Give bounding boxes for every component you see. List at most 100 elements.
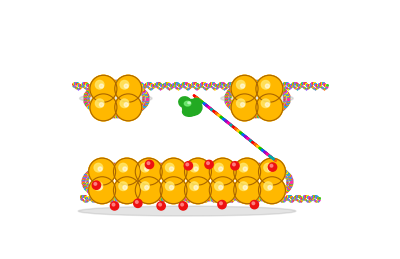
Circle shape xyxy=(262,180,282,200)
Circle shape xyxy=(120,165,134,178)
Circle shape xyxy=(93,181,111,199)
Circle shape xyxy=(166,183,181,198)
Circle shape xyxy=(242,86,248,92)
Circle shape xyxy=(236,98,254,116)
Circle shape xyxy=(269,88,270,89)
Circle shape xyxy=(144,166,154,177)
Ellipse shape xyxy=(92,106,117,113)
Circle shape xyxy=(170,167,174,171)
Circle shape xyxy=(120,184,134,197)
Circle shape xyxy=(239,182,248,190)
Circle shape xyxy=(90,94,117,121)
Circle shape xyxy=(94,164,110,179)
Circle shape xyxy=(240,183,255,198)
Circle shape xyxy=(268,186,276,195)
Circle shape xyxy=(266,104,272,110)
Circle shape xyxy=(232,76,257,101)
Circle shape xyxy=(161,159,186,184)
Circle shape xyxy=(241,184,254,197)
Ellipse shape xyxy=(211,189,236,196)
Ellipse shape xyxy=(137,170,162,177)
Circle shape xyxy=(241,165,254,178)
Circle shape xyxy=(138,161,160,183)
Circle shape xyxy=(146,169,152,175)
Circle shape xyxy=(258,158,286,185)
Ellipse shape xyxy=(78,206,296,216)
Circle shape xyxy=(218,200,226,209)
Ellipse shape xyxy=(235,189,261,196)
Circle shape xyxy=(243,105,246,109)
Circle shape xyxy=(242,166,252,177)
Circle shape xyxy=(122,166,132,177)
Circle shape xyxy=(193,166,203,177)
Circle shape xyxy=(258,78,280,100)
Circle shape xyxy=(219,185,223,190)
Ellipse shape xyxy=(179,97,191,108)
Circle shape xyxy=(162,161,185,183)
Circle shape xyxy=(128,88,129,89)
Circle shape xyxy=(97,185,108,196)
Circle shape xyxy=(91,161,113,183)
Circle shape xyxy=(243,87,246,91)
Circle shape xyxy=(266,86,272,92)
Circle shape xyxy=(167,184,180,197)
Circle shape xyxy=(190,163,198,172)
Circle shape xyxy=(124,103,128,107)
Circle shape xyxy=(264,164,280,179)
Circle shape xyxy=(236,99,245,107)
Circle shape xyxy=(159,203,162,206)
Circle shape xyxy=(258,177,286,204)
Circle shape xyxy=(166,164,181,179)
Circle shape xyxy=(186,163,189,166)
Circle shape xyxy=(92,180,112,200)
Circle shape xyxy=(238,163,256,181)
Circle shape xyxy=(262,100,277,115)
Circle shape xyxy=(92,78,114,100)
Circle shape xyxy=(172,188,175,192)
Circle shape xyxy=(212,161,234,183)
Circle shape xyxy=(194,168,202,176)
Ellipse shape xyxy=(260,189,286,196)
Circle shape xyxy=(98,168,106,176)
Circle shape xyxy=(269,169,275,175)
Circle shape xyxy=(190,183,206,198)
Circle shape xyxy=(95,98,112,116)
Circle shape xyxy=(215,182,223,190)
Circle shape xyxy=(264,182,272,190)
Circle shape xyxy=(99,84,104,88)
Circle shape xyxy=(179,202,187,210)
Circle shape xyxy=(239,102,250,113)
Circle shape xyxy=(139,162,159,182)
Circle shape xyxy=(252,202,255,205)
Circle shape xyxy=(168,185,179,196)
Circle shape xyxy=(139,180,159,200)
Circle shape xyxy=(123,167,127,171)
Circle shape xyxy=(103,107,104,108)
Circle shape xyxy=(184,162,192,170)
Circle shape xyxy=(134,199,142,207)
Circle shape xyxy=(120,99,129,107)
Circle shape xyxy=(231,75,258,102)
Circle shape xyxy=(234,96,256,118)
Circle shape xyxy=(260,98,278,116)
Circle shape xyxy=(94,163,103,172)
Ellipse shape xyxy=(90,170,116,177)
Circle shape xyxy=(124,103,132,112)
Circle shape xyxy=(264,102,275,113)
Circle shape xyxy=(234,158,261,185)
Circle shape xyxy=(160,158,187,185)
Circle shape xyxy=(256,94,283,121)
Ellipse shape xyxy=(116,106,142,113)
Circle shape xyxy=(269,107,270,108)
Circle shape xyxy=(234,177,261,204)
Ellipse shape xyxy=(162,189,187,196)
Circle shape xyxy=(94,182,103,190)
Circle shape xyxy=(100,86,106,92)
Ellipse shape xyxy=(92,87,117,95)
Circle shape xyxy=(271,171,273,172)
Circle shape xyxy=(218,186,227,195)
Circle shape xyxy=(238,82,251,95)
Circle shape xyxy=(184,177,212,204)
Circle shape xyxy=(99,103,104,107)
Circle shape xyxy=(117,162,137,182)
